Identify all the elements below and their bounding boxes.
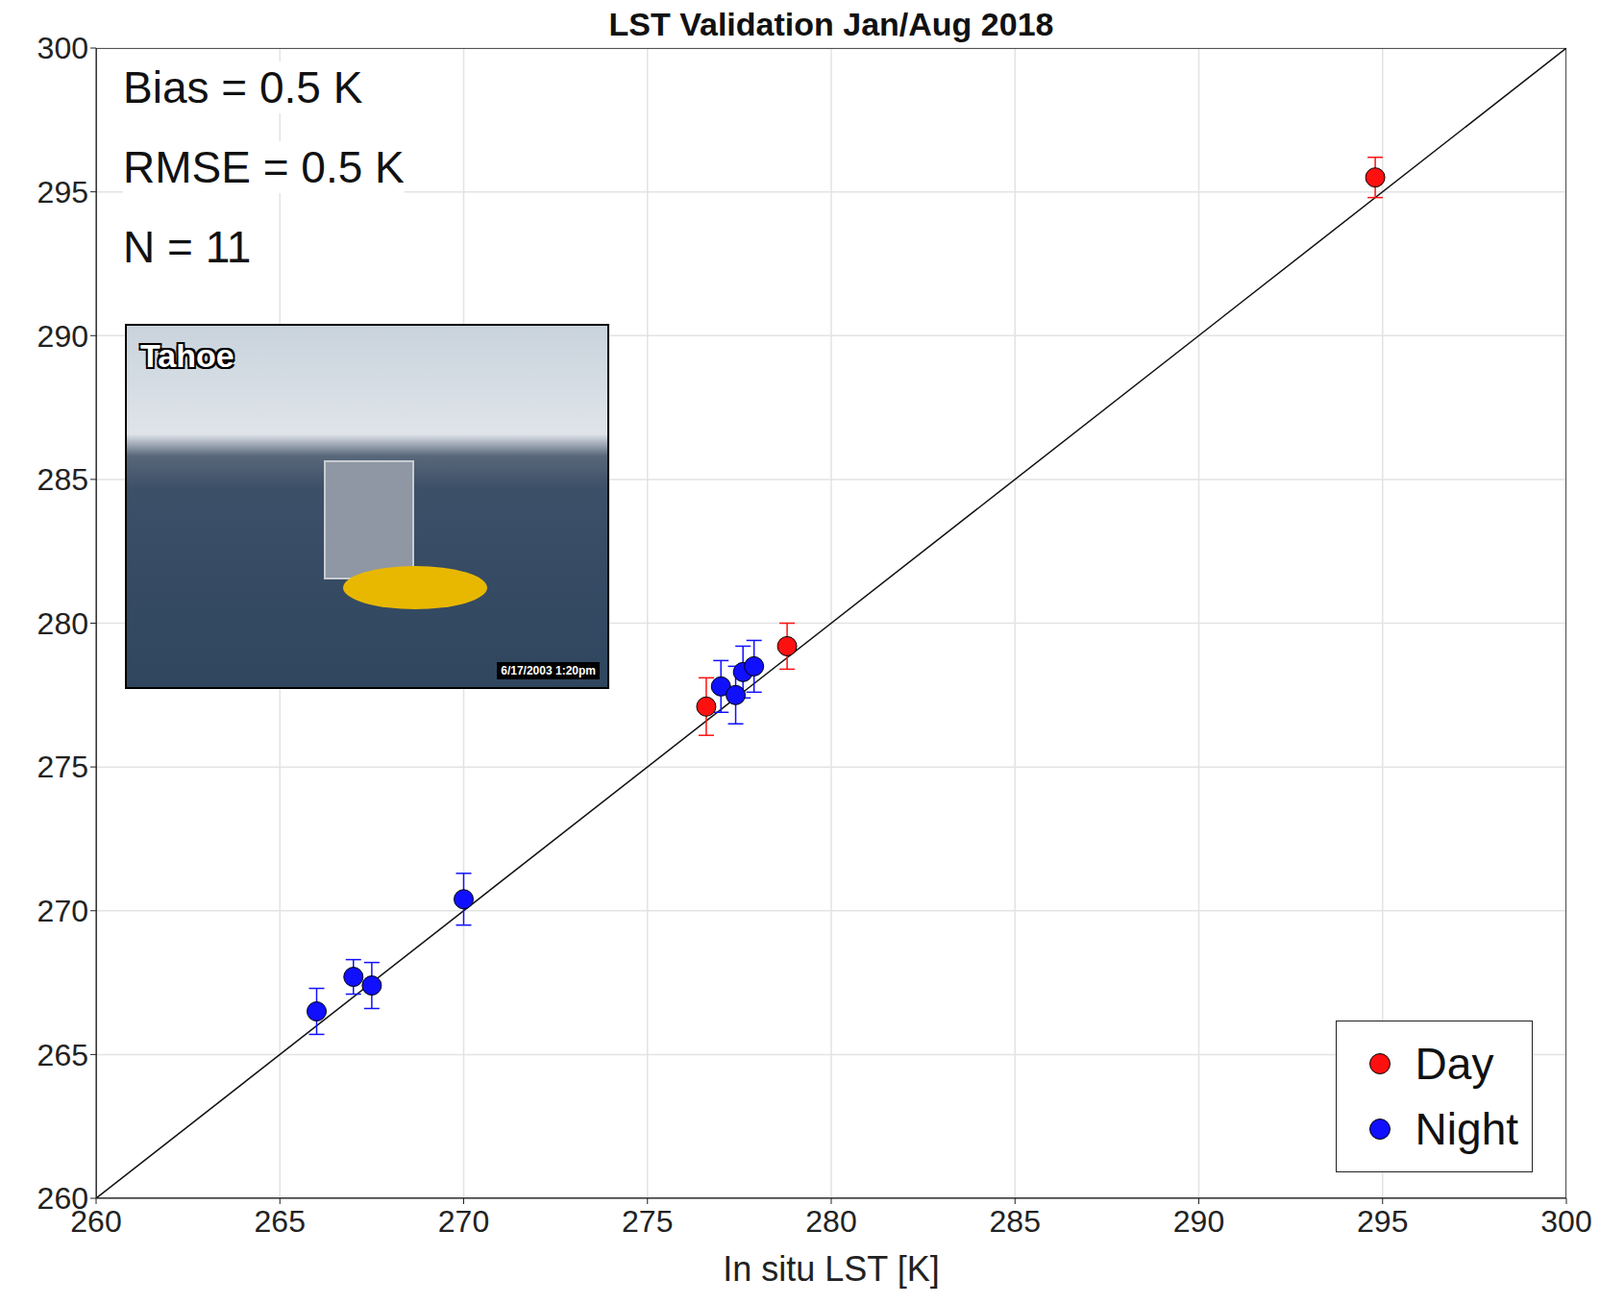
svg-text:260: 260: [70, 1203, 122, 1239]
html-text:Tahoe: Tahoe: [140, 337, 235, 374]
html-text:N = 11: N = 11: [123, 221, 252, 272]
svg-text:285: 285: [989, 1204, 1041, 1239]
html-text:Bias = 0.5 K: Bias = 0.5 K: [123, 62, 363, 113]
svg-text:300: 300: [37, 30, 89, 66]
svg-text:275: 275: [37, 749, 89, 785]
html-text:LST Validation Jan/Aug 2018: LST Validation Jan/Aug 2018: [608, 5, 1054, 43]
svg-text:270: 270: [438, 1204, 490, 1239]
svg-text:290: 290: [1173, 1204, 1225, 1239]
html-text:6/17/2003 1:20pm: 6/17/2003 1:20pm: [500, 664, 596, 678]
html-text:Day: Day: [1415, 1038, 1494, 1089]
svg-text:275: 275: [621, 1204, 673, 1239]
svg-text:260: 260: [37, 1181, 89, 1216]
svg-text:In situ LST [K]: In situ LST [K]: [722, 1249, 939, 1289]
svg-text:295: 295: [37, 174, 89, 210]
svg-text:270: 270: [37, 893, 89, 929]
html-text:RMSE = 0.5 K: RMSE = 0.5 K: [123, 142, 405, 193]
svg-text:280: 280: [805, 1204, 857, 1239]
svg-text:300: 300: [1540, 1204, 1592, 1239]
svg-text:285: 285: [37, 462, 89, 497]
svg-text:280: 280: [37, 606, 89, 641]
svg-text:265: 265: [254, 1204, 306, 1239]
svg-text:290: 290: [37, 319, 89, 354]
svg-text:295: 295: [1356, 1204, 1408, 1239]
svg-text:265: 265: [37, 1037, 89, 1073]
html-text:Night: Night: [1415, 1104, 1519, 1155]
